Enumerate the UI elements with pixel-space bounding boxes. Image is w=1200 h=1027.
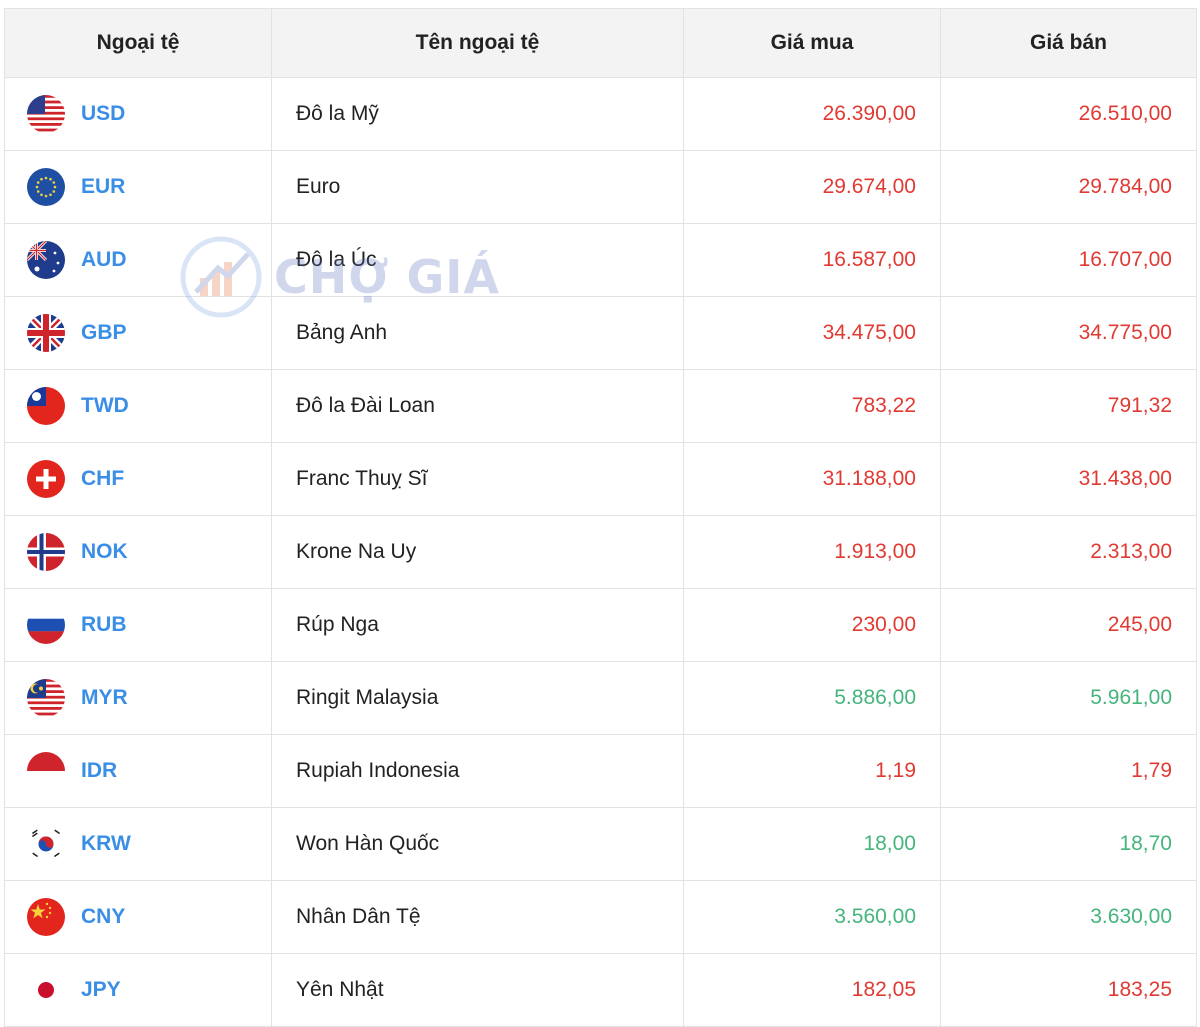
header-sell-price: Giá bán <box>940 8 1197 78</box>
table-row: GBP Bảng Anh 34.475,00 34.775,00 <box>4 296 1197 370</box>
sell-price: 34.775,00 <box>940 296 1197 370</box>
currency-code-link[interactable]: GBP <box>81 321 127 344</box>
sell-price: 183,25 <box>940 953 1197 1027</box>
buy-price: 31.188,00 <box>683 442 941 516</box>
table-row: MYR Ringit Malaysia 5.886,00 5.961,00 <box>4 661 1197 735</box>
buy-price: 18,00 <box>683 807 941 881</box>
sell-price: 3.630,00 <box>940 880 1197 954</box>
currency-name: Bảng Anh <box>271 296 684 370</box>
no-flag-icon <box>27 533 65 571</box>
currency-code-link[interactable]: CNY <box>81 905 126 928</box>
us-flag-icon <box>27 95 65 133</box>
currency-name: Đô la Úc <box>271 223 684 297</box>
currency-code-link[interactable]: IDR <box>81 759 118 782</box>
buy-price: 1,19 <box>683 734 941 808</box>
cn-flag-icon <box>27 898 65 936</box>
buy-price: 16.587,00 <box>683 223 941 297</box>
currency-name: Ringit Malaysia <box>271 661 684 735</box>
currency-code-cell: AUD <box>4 223 272 297</box>
buy-price: 182,05 <box>683 953 941 1027</box>
currency-name: Krone Na Uy <box>271 515 684 589</box>
currency-code-cell: GBP <box>4 296 272 370</box>
table-row: JPY Yên Nhật 182,05 183,25 <box>4 953 1197 1027</box>
table-row: RUB Rúp Nga 230,00 245,00 <box>4 588 1197 662</box>
uk-flag-icon <box>27 314 65 352</box>
buy-price: 1.913,00 <box>683 515 941 589</box>
sell-price: 5.961,00 <box>940 661 1197 735</box>
currency-code-cell: EUR <box>4 150 272 224</box>
table-row: AUD Đô la Úc 16.587,00 16.707,00 <box>4 223 1197 297</box>
tw-flag-icon <box>27 387 65 425</box>
currency-code-cell: CHF <box>4 442 272 516</box>
table-row: CNY Nhân Dân Tệ 3.560,00 3.630,00 <box>4 880 1197 954</box>
sell-price: 791,32 <box>940 369 1197 443</box>
currency-name: Đô la Mỹ <box>271 77 684 151</box>
buy-price: 230,00 <box>683 588 941 662</box>
currency-code-link[interactable]: USD <box>81 102 126 125</box>
my-flag-icon <box>27 679 65 717</box>
currency-code-cell: RUB <box>4 588 272 662</box>
currency-name: Yên Nhật <box>271 953 684 1027</box>
sell-price: 16.707,00 <box>940 223 1197 297</box>
table-row: IDR Rupiah Indonesia 1,19 1,79 <box>4 734 1197 808</box>
sell-price: 2.313,00 <box>940 515 1197 589</box>
id-flag-icon <box>27 752 65 790</box>
buy-price: 29.674,00 <box>683 150 941 224</box>
table-header: Ngoại tệ Tên ngoại tệ Giá mua Giá bán <box>4 8 1197 78</box>
sell-price: 29.784,00 <box>940 150 1197 224</box>
currency-code-link[interactable]: JPY <box>81 978 121 1001</box>
currency-code-link[interactable]: RUB <box>81 613 127 636</box>
header-currency-code: Ngoại tệ <box>4 8 272 78</box>
buy-price: 3.560,00 <box>683 880 941 954</box>
buy-price: 5.886,00 <box>683 661 941 735</box>
currency-code-link[interactable]: TWD <box>81 394 129 417</box>
sell-price: 245,00 <box>940 588 1197 662</box>
table-row: EUR Euro 29.674,00 29.784,00 <box>4 150 1197 224</box>
sell-price: 18,70 <box>940 807 1197 881</box>
table-row: CHF Franc Thuỵ Sĩ 31.188,00 31.438,00 <box>4 442 1197 516</box>
currency-name: Euro <box>271 150 684 224</box>
sell-price: 31.438,00 <box>940 442 1197 516</box>
eu-flag-icon <box>27 168 65 206</box>
exchange-rate-table-container: Ngoại tệ Tên ngoại tệ Giá mua Giá bán US… <box>4 8 1197 1027</box>
currency-code-link[interactable]: CHF <box>81 467 125 490</box>
currency-code-cell: TWD <box>4 369 272 443</box>
currency-name: Rúp Nga <box>271 588 684 662</box>
currency-name: Nhân Dân Tệ <box>271 880 684 954</box>
jp-flag-icon <box>27 971 65 1009</box>
currency-code-cell: MYR <box>4 661 272 735</box>
currency-code-cell: USD <box>4 77 272 151</box>
buy-price: 783,22 <box>683 369 941 443</box>
table-row: TWD Đô la Đài Loan 783,22 791,32 <box>4 369 1197 443</box>
kr-flag-icon <box>27 825 65 863</box>
ru-flag-icon <box>27 606 65 644</box>
currency-code-cell: NOK <box>4 515 272 589</box>
currency-code-cell: JPY <box>4 953 272 1027</box>
currency-code-link[interactable]: KRW <box>81 832 131 855</box>
currency-name: Franc Thuỵ Sĩ <box>271 442 684 516</box>
currency-name: Đô la Đài Loan <box>271 369 684 443</box>
ch-flag-icon <box>27 460 65 498</box>
buy-price: 34.475,00 <box>683 296 941 370</box>
currency-name: Rupiah Indonesia <box>271 734 684 808</box>
currency-code-cell: KRW <box>4 807 272 881</box>
currency-name: Won Hàn Quốc <box>271 807 684 881</box>
header-currency-name: Tên ngoại tệ <box>271 8 684 78</box>
table-row: NOK Krone Na Uy 1.913,00 2.313,00 <box>4 515 1197 589</box>
au-flag-icon <box>27 241 65 279</box>
currency-code-link[interactable]: EUR <box>81 175 126 198</box>
currency-code-link[interactable]: AUD <box>81 248 127 271</box>
currency-code-cell: IDR <box>4 734 272 808</box>
exchange-rate-table: Ngoại tệ Tên ngoại tệ Giá mua Giá bán US… <box>4 8 1197 1027</box>
currency-code-link[interactable]: NOK <box>81 540 128 563</box>
currency-code-link[interactable]: MYR <box>81 686 128 709</box>
currency-code-cell: CNY <box>4 880 272 954</box>
sell-price: 1,79 <box>940 734 1197 808</box>
table-row: KRW Won Hàn Quốc 18,00 18,70 <box>4 807 1197 881</box>
sell-price: 26.510,00 <box>940 77 1197 151</box>
buy-price: 26.390,00 <box>683 77 941 151</box>
table-row: USD Đô la Mỹ 26.390,00 26.510,00 <box>4 77 1197 151</box>
header-buy-price: Giá mua <box>683 8 941 78</box>
